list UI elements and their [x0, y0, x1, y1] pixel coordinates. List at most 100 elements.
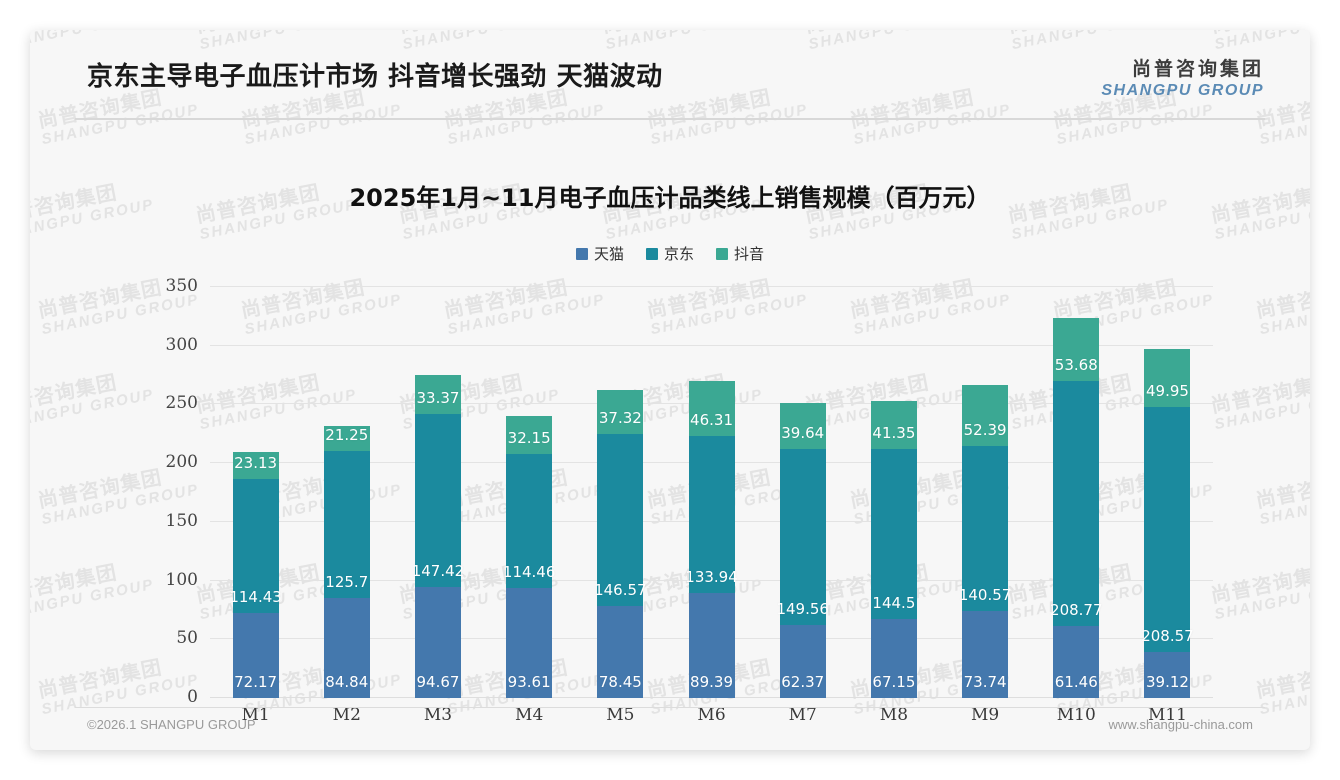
bar-stack: 73.74 140.57 52.39 [959, 384, 1011, 698]
footer-website: www.shangpu-china.com [1108, 717, 1253, 732]
bar-column-M1[interactable]: 72.17 114.43 23.13 [210, 287, 301, 698]
chart-axes: 350 300 250 200 150 100 50 0 72.17 114.43 23.13 84… [166, 276, 1213, 707]
legend-label: 京东 [663, 245, 694, 263]
bar-value-label: 72.17 [234, 673, 278, 691]
legend-label: 抖音 [734, 245, 765, 263]
bar-column-M5[interactable]: 78.45 146.57 37.32 [575, 287, 666, 698]
legend-item-1[interactable]: 京东 [645, 243, 694, 264]
bar-column-M7[interactable]: 62.37 149.56 39.64 [757, 287, 848, 698]
bar-segment-天猫[interactable]: 93.61 [506, 588, 553, 698]
bar-segment-京东[interactable]: 133.94 [685, 435, 738, 594]
bar-segment-天猫[interactable]: 73.74 [962, 611, 1009, 698]
bar-value-label: 32.15 [507, 428, 551, 447]
bar-segment-抖音[interactable]: 32.15 [506, 415, 553, 454]
bar-segment-天猫[interactable]: 39.12 [1144, 652, 1191, 698]
chart-legend: 天猫 京东 抖音 [30, 243, 1310, 264]
bar-column-M8[interactable]: 67.15 144.5 41.35 [848, 287, 939, 698]
bar-segment-抖音[interactable]: 33.37 [414, 374, 461, 414]
bar-group: 72.17 114.43 23.13 84.84 125.7 21.25 94.67 147.… [210, 287, 1213, 698]
bar-value-label: 147.42 [411, 561, 465, 580]
bar-segment-天猫[interactable]: 72.17 [232, 613, 279, 698]
bar-segment-抖音[interactable]: 46.31 [688, 381, 735, 436]
y-axis-tick: 150 [165, 510, 198, 531]
page-title: 京东主导电子血压计市场 抖音增长强劲 天猫波动 [87, 62, 663, 92]
bar-value-label: 146.57 [594, 580, 647, 599]
bar-segment-抖音[interactable]: 53.68 [1053, 317, 1100, 381]
gridline: 350 [166, 276, 1213, 296]
bar-segment-京东[interactable]: 114.46 [503, 453, 555, 589]
footer-copyright: ©2026.1 SHANGPU GROUP [87, 717, 256, 732]
bar-stack: 78.45 146.57 37.32 [594, 389, 647, 698]
bar-segment-抖音[interactable]: 21.25 [323, 426, 370, 451]
bar-value-label: 46.31 [690, 410, 734, 429]
bar-value-label: 114.46 [502, 563, 556, 582]
bar-segment-天猫[interactable]: 89.39 [688, 593, 735, 698]
bar-segment-天猫[interactable]: 78.45 [597, 605, 644, 698]
bar-segment-天猫[interactable]: 84.84 [323, 598, 370, 698]
x-axis-label-M4: M4 [515, 705, 544, 725]
x-axis-label-M11: M11 [1147, 705, 1187, 725]
bar-value-label: 39.12 [1145, 673, 1189, 691]
bar-segment-天猫[interactable]: 61.46 [1053, 625, 1100, 698]
bar-value-label: 41.35 [872, 424, 916, 443]
bar-segment-京东[interactable]: 144.5 [870, 449, 917, 620]
legend-item-0[interactable]: 天猫 [575, 243, 624, 264]
bar-segment-抖音[interactable]: 49.95 [1144, 348, 1191, 408]
bar-column-M2[interactable]: 84.84 125.7 21.25 [301, 287, 392, 698]
bar-value-label: 78.45 [598, 673, 642, 691]
bar-segment-京东[interactable]: 125.7 [323, 450, 370, 599]
bar-segment-抖音[interactable]: 39.64 [779, 402, 826, 450]
bar-column-M4[interactable]: 93.61 114.46 32.15 [484, 287, 575, 698]
bar-segment-京东[interactable]: 140.57 [959, 446, 1011, 612]
bar-value-label: 125.7 [325, 573, 369, 592]
bar-value-label: 140.57 [958, 586, 1012, 605]
bar-segment-京东[interactable]: 147.42 [412, 413, 464, 587]
x-axis-label-M5: M5 [606, 705, 635, 725]
footer-divider [75, 707, 1265, 708]
y-axis-tick: 0 [187, 687, 198, 707]
bar-column-M10[interactable]: 61.46 208.77 53.68 [1031, 287, 1122, 698]
x-axis-label-M3: M3 [423, 705, 453, 725]
bar-column-M3[interactable]: 94.67 147.42 33.37 [392, 287, 483, 698]
bar-segment-京东[interactable]: 208.77 [1050, 380, 1103, 626]
bar-segment-京东[interactable]: 146.57 [594, 433, 647, 606]
bar-value-label: 39.64 [781, 424, 825, 443]
bar-segment-抖音[interactable]: 23.13 [232, 451, 279, 479]
bar-value-label: 114.43 [229, 588, 282, 607]
slide-header: 京东主导电子血压计市场 抖音增长强劲 天猫波动 尚普咨询集团 SHANGPU G… [30, 30, 1310, 120]
bar-segment-抖音[interactable]: 41.35 [870, 400, 917, 450]
x-axis-label-M7: M7 [788, 705, 817, 725]
bar-stack: 94.67 147.42 33.37 [412, 374, 464, 698]
y-axis-tick: 250 [165, 393, 198, 414]
bar-value-label: 33.37 [416, 388, 460, 407]
chart-plot-area: 350 300 250 200 150 100 50 0 72.17 114.43 23.13 84… [125, 255, 1235, 725]
bar-stack: 62.37 149.56 39.64 [776, 402, 829, 698]
bar-value-label: 93.61 [507, 673, 551, 691]
bar-stack: 72.17 114.43 23.13 [229, 451, 282, 698]
bar-column-M9[interactable]: 73.74 140.57 52.39 [940, 287, 1031, 698]
chart-title: 2025年1月~11月电子血压计品类线上销售规模（百万元） [349, 184, 991, 212]
bar-value-label: 89.39 [690, 673, 734, 691]
bar-column-M6[interactable]: 89.39 133.94 46.31 [666, 287, 757, 698]
legend-item-2[interactable]: 抖音 [716, 243, 764, 264]
bar-segment-京东[interactable]: 114.43 [229, 478, 282, 614]
bar-value-label: 67.15 [872, 673, 916, 691]
bar-segment-京东[interactable]: 208.57 [1141, 407, 1194, 653]
bar-segment-抖音[interactable]: 52.39 [962, 384, 1009, 447]
bar-segment-天猫[interactable]: 94.67 [414, 586, 461, 698]
bar-segment-抖音[interactable]: 37.32 [597, 389, 644, 434]
bar-value-label: 53.68 [1054, 355, 1098, 374]
bar-segment-天猫[interactable]: 67.15 [870, 619, 917, 698]
brand-name-en: SHANGPU GROUP [1101, 82, 1264, 99]
bar-column-M11[interactable]: 39.12 208.57 49.95 [1122, 287, 1213, 698]
bar-segment-天猫[interactable]: 62.37 [779, 624, 826, 698]
bar-stack: 61.46 208.77 53.68 [1050, 317, 1103, 698]
x-axis-label-M9: M9 [970, 705, 1000, 725]
gridline: 300 [166, 335, 1213, 355]
bar-segment-京东[interactable]: 149.56 [776, 449, 829, 625]
